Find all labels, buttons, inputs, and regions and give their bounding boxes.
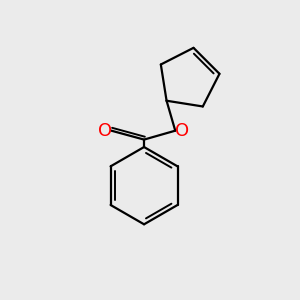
Text: O: O <box>98 122 112 140</box>
Text: O: O <box>175 122 189 140</box>
